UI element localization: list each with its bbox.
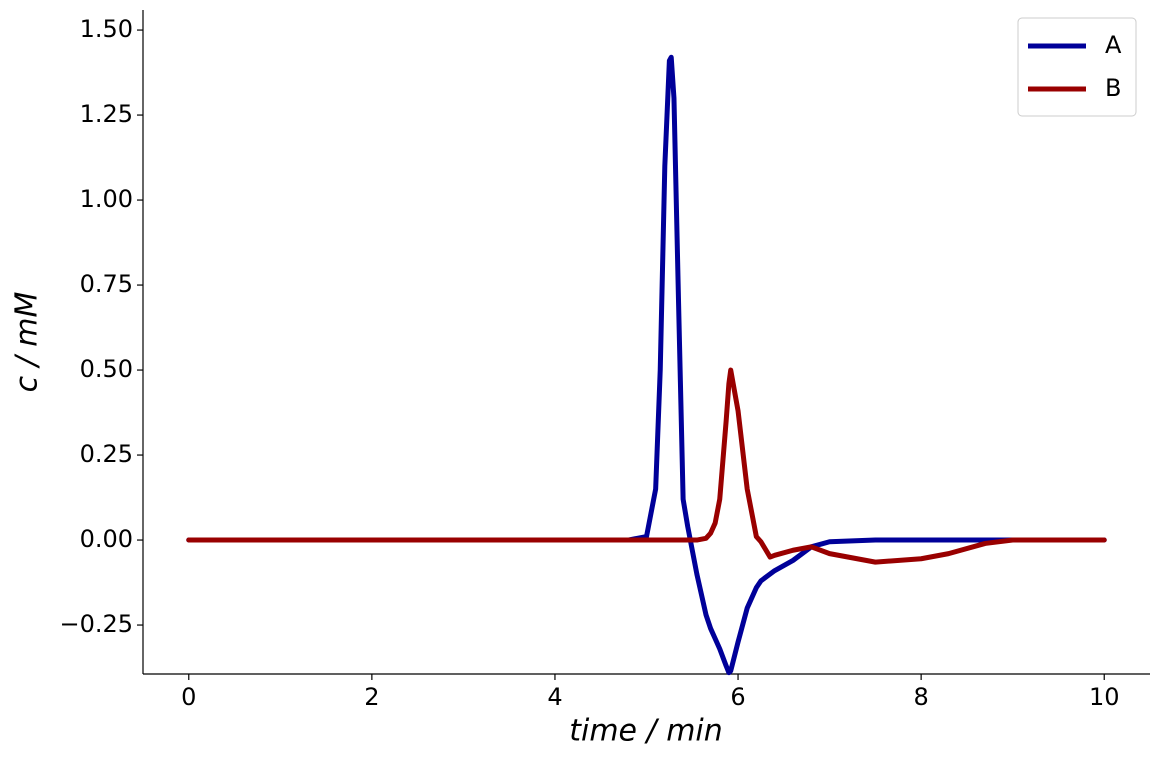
y-tick-label: 0.25 <box>80 440 133 468</box>
legend-label: A <box>1105 31 1122 59</box>
x-axis-label: time / min <box>569 714 723 749</box>
x-tick-label: 8 <box>913 683 928 711</box>
x-tick-label: 0 <box>181 683 196 711</box>
y-tick-label: 1.25 <box>80 100 133 128</box>
x-tick-label: 6 <box>730 683 745 711</box>
y-tick-label: 1.00 <box>80 185 133 213</box>
series-line <box>186 54 1107 676</box>
x-tick-label: 4 <box>547 683 562 711</box>
y-tick-label: 1.50 <box>80 15 133 43</box>
x-tick-label: 2 <box>364 683 379 711</box>
y-tick-label: 0.50 <box>80 355 133 383</box>
x-tick-label: 10 <box>1089 683 1120 711</box>
y-axis-label: c / mM <box>10 291 45 392</box>
y-tick-label: 0.00 <box>80 525 133 553</box>
y-tick-label: −0.25 <box>59 610 133 638</box>
y-tick-label: 0.75 <box>80 270 133 298</box>
legend-label: B <box>1105 74 1121 102</box>
series-line <box>186 367 1107 565</box>
